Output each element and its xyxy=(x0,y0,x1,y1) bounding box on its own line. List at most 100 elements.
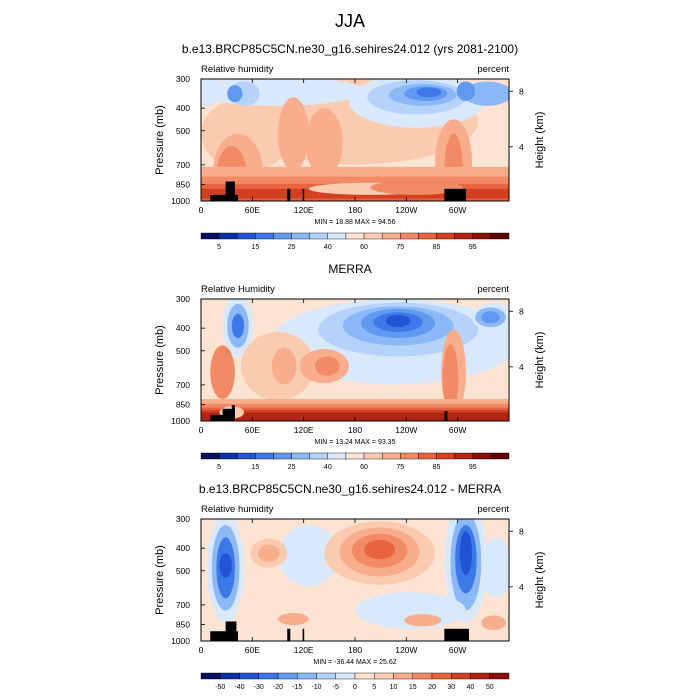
colorbar-label: 30 xyxy=(447,684,455,691)
min-max-text: MIN = -36.44 MAX = 25.62 xyxy=(313,659,396,666)
colorbar-swatch xyxy=(418,452,437,460)
colorbar-swatch xyxy=(490,452,510,460)
panel-title: MERRA xyxy=(328,262,371,276)
y2-axis-label: Height (km) xyxy=(534,332,546,389)
colorbar-swatch xyxy=(309,232,329,240)
contour-region xyxy=(278,525,340,587)
colorbar-label: 40 xyxy=(324,464,332,471)
y-tick-label: 300 xyxy=(176,74,190,84)
colorbar-swatch xyxy=(436,232,455,240)
panel-variable-label: Relative humidity xyxy=(201,64,274,75)
colorbar-swatch xyxy=(255,452,274,460)
colorbar: -50 -40 -30 -20 -15 -10 -5 0 5 10 15 20 30 40 50 xyxy=(200,672,510,691)
figure-title: JJA xyxy=(335,11,365,31)
contour-region xyxy=(271,347,297,385)
contour-region xyxy=(314,356,340,376)
y-tick-label: 400 xyxy=(176,323,190,333)
colorbar-label: 85 xyxy=(433,244,441,251)
contour-region xyxy=(404,614,442,627)
contour-region xyxy=(364,539,396,560)
colorbar-label: -10 xyxy=(311,684,321,691)
chart-panel-2: MERRA Relative Humidity percent 0 60E 120E 180… xyxy=(154,262,546,471)
contour-band xyxy=(201,412,509,421)
colorbar-swatch xyxy=(327,232,347,240)
topography-mask xyxy=(302,188,305,201)
y-tick-label: 300 xyxy=(176,294,190,304)
y-tick-label: 1000 xyxy=(171,636,190,646)
y-tick-label: 700 xyxy=(176,160,190,170)
colorbar-swatch xyxy=(273,232,292,240)
contour-region xyxy=(305,108,343,177)
contour-region xyxy=(370,180,463,195)
contour-region xyxy=(481,537,509,599)
y-tick-label: 1000 xyxy=(171,196,190,206)
chart-panel-3: b.e13.BRCP85C5CN.ne30_g16.sehires24.012 … xyxy=(154,482,546,691)
colorbar-swatch xyxy=(472,452,492,460)
colorbar-label: -50 xyxy=(215,684,225,691)
contour-region xyxy=(231,313,245,339)
colorbar-label: 10 xyxy=(390,684,398,691)
y-tick-label: 850 xyxy=(176,620,190,630)
y-axis-label: Pressure (mb) xyxy=(154,545,166,615)
x-tick-label: 120E xyxy=(294,645,314,655)
colorbar-label: 60 xyxy=(360,464,368,471)
min-max-text: MIN = 13.24 MAX = 93.35 xyxy=(315,439,396,446)
contour-region xyxy=(210,345,235,400)
colorbar-swatch xyxy=(470,672,490,680)
colorbar-label: -40 xyxy=(234,684,244,691)
x-tick-label: 120E xyxy=(294,425,314,435)
topography-mask xyxy=(210,414,232,421)
colorbar-swatch xyxy=(291,452,310,460)
colorbar-swatch xyxy=(309,452,329,460)
y2-axis-label: Height (km) xyxy=(534,112,546,169)
colorbar-label: 85 xyxy=(433,464,441,471)
x-tick-label: 60E xyxy=(245,645,260,655)
topography-mask xyxy=(302,628,305,641)
contour-region xyxy=(481,615,506,631)
colorbar-swatch xyxy=(436,452,455,460)
topography-mask xyxy=(444,188,466,201)
x-tick-label: 60E xyxy=(245,205,260,215)
colorbar-label: 5 xyxy=(372,684,376,691)
y2-tick-label: 4 xyxy=(519,582,524,592)
colorbar-swatch xyxy=(400,452,419,460)
colorbar-swatch xyxy=(381,452,401,460)
contour-region xyxy=(416,87,442,98)
topography-mask xyxy=(225,621,237,641)
colorbar-swatch xyxy=(374,672,394,680)
topography-mask xyxy=(210,194,238,201)
topography-mask xyxy=(210,631,238,641)
contour-field xyxy=(201,299,509,421)
colorbar-label: 5 xyxy=(217,244,221,251)
contour-region xyxy=(278,97,309,171)
colorbar-label: 75 xyxy=(396,464,404,471)
colorbar-label: 15 xyxy=(251,244,259,251)
colorbar-label: -20 xyxy=(273,684,283,691)
contour-region xyxy=(227,85,243,103)
colorbar-label: 15 xyxy=(251,464,259,471)
x-tick-label: 120E xyxy=(294,205,314,215)
colorbar-label: 95 xyxy=(469,244,477,251)
colorbar-swatch xyxy=(363,452,383,460)
colorbar-swatch xyxy=(431,672,452,680)
colorbar-swatch xyxy=(490,232,510,240)
contour-region xyxy=(219,553,232,578)
colorbar-swatch xyxy=(418,232,437,240)
x-tick-label: 120W xyxy=(395,205,417,215)
y2-tick-label: 8 xyxy=(519,86,524,96)
x-tick-label: 180 xyxy=(348,425,362,435)
colorbar-label: 40 xyxy=(467,684,475,691)
min-max-text: MIN = 18.88 MAX = 94.56 xyxy=(315,219,396,226)
panel-units-label: percent xyxy=(477,504,509,515)
x-tick-label: 120W xyxy=(395,425,417,435)
colorbar-swatch xyxy=(489,672,510,680)
colorbar-swatch xyxy=(237,232,256,240)
x-tick-label: 60W xyxy=(449,645,466,655)
y-tick-label: 1000 xyxy=(171,416,190,426)
x-tick-label: 60E xyxy=(245,425,260,435)
colorbar-swatch xyxy=(273,452,292,460)
topography-mask xyxy=(444,411,448,421)
y-tick-label: 500 xyxy=(176,566,190,576)
y2-tick-label: 8 xyxy=(519,526,524,536)
